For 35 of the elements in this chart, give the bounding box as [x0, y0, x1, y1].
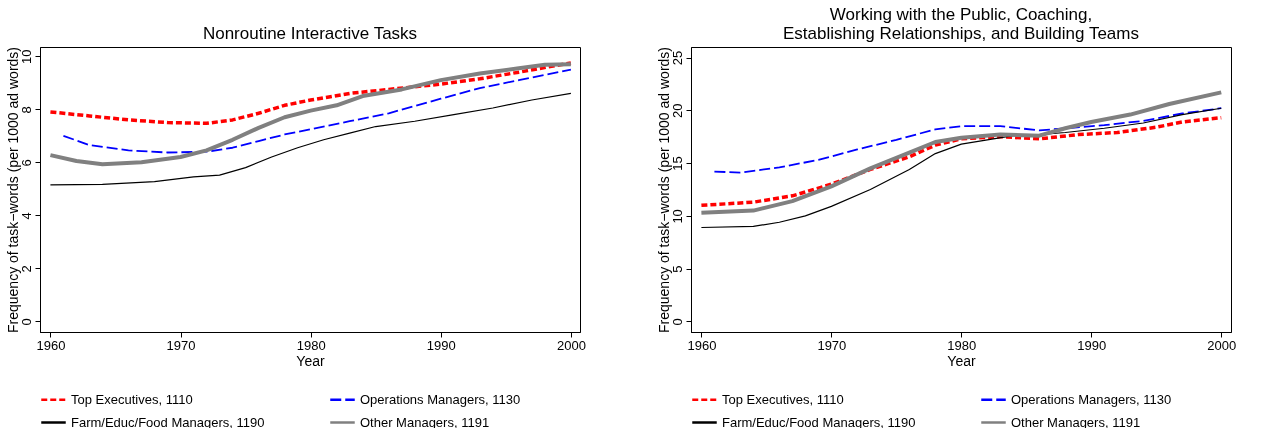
x-tick-label: 1960: [36, 337, 66, 353]
line-series: [699, 90, 1224, 215]
x-axis-title: Year: [947, 352, 976, 369]
line-series: [62, 68, 572, 154]
line-series: [48, 62, 573, 167]
y-axis-title: Frequency of task−words (per 1000 ad words): [655, 47, 672, 333]
x-tick-label: 1970: [817, 337, 847, 353]
legend-label: Top Executives, 1110: [722, 391, 844, 407]
chart-title: Nonroutine Interactive Tasks: [202, 23, 418, 43]
x-tick-label: 1980: [296, 337, 326, 353]
x-axis-title: Year: [296, 352, 325, 369]
x-tick-label: 1990: [426, 337, 456, 353]
line-series: [48, 61, 573, 126]
line-series: [713, 107, 1223, 174]
x-tick-label: 2000: [556, 337, 586, 353]
x-tick-label: 1970: [166, 337, 196, 353]
y-tick-label: 8: [18, 106, 34, 114]
y-axis-title: Frequency of task−words (per 1000 ad words): [4, 47, 21, 333]
y-tick-label: 20: [669, 103, 685, 119]
x-tick-label: 1990: [1077, 337, 1107, 353]
legend-label: Operations Managers, 1130: [1011, 391, 1172, 407]
line-series: [49, 92, 572, 186]
chart-title: Working with the Public, Coaching, Establishing Relationships, and Building Teams: [783, 4, 1139, 43]
legend-label: Top Executives, 1110: [71, 391, 193, 407]
y-tick-label: 0: [18, 318, 34, 326]
line-series: [700, 107, 1222, 229]
y-tick-label: 10: [669, 209, 685, 224]
legend-label: Operations Managers, 1130: [360, 391, 521, 407]
x-tick-label: 1980: [947, 337, 977, 353]
x-tick-label: 1960: [687, 337, 717, 353]
line-series: [699, 115, 1223, 208]
y-tick-label: 4: [18, 212, 34, 220]
y-tick-label: 0: [669, 318, 685, 326]
y-tick-label: 25: [669, 50, 685, 66]
x-tick-label: 2000: [1207, 337, 1237, 353]
